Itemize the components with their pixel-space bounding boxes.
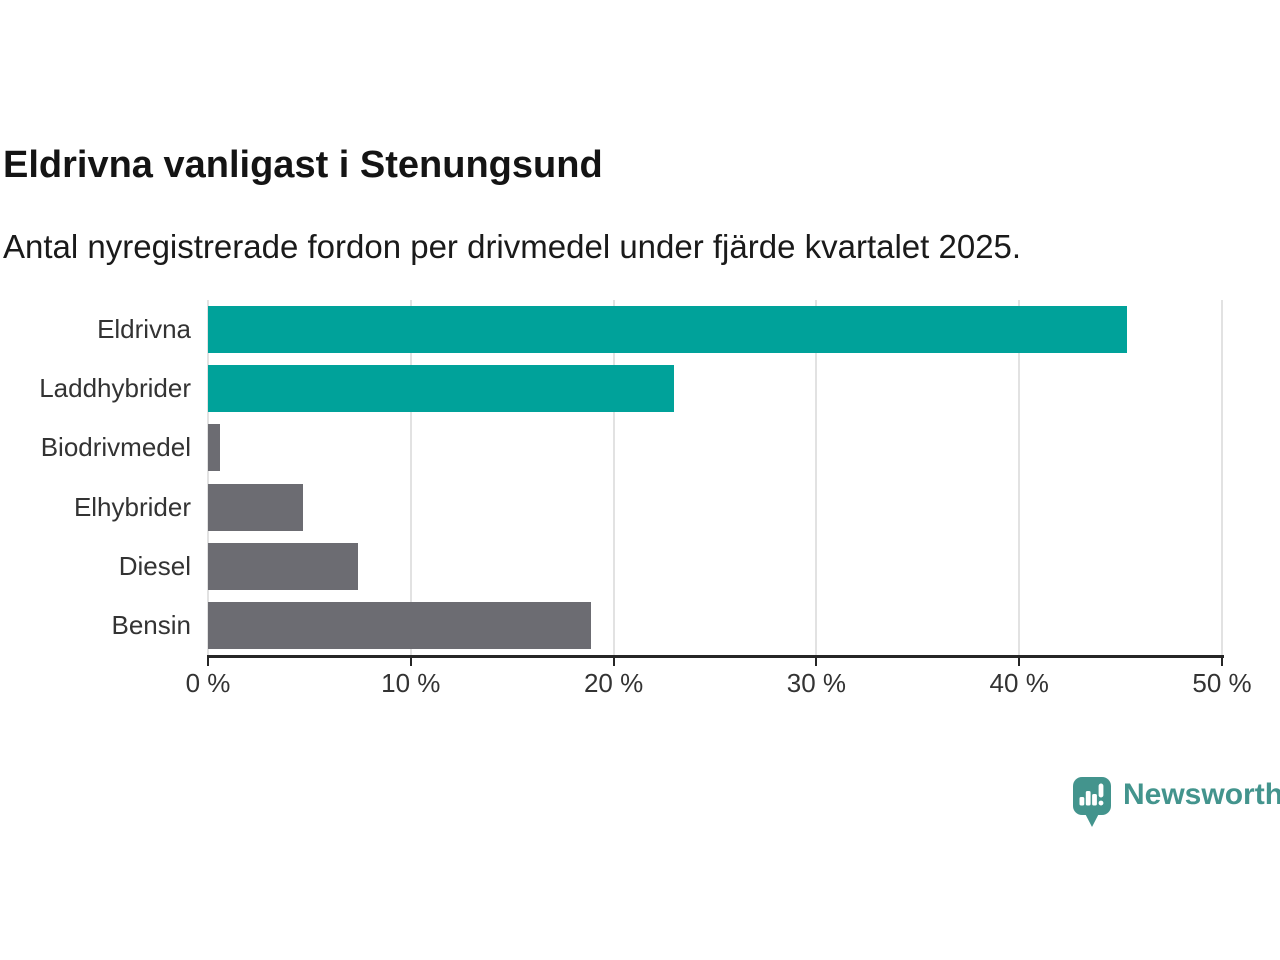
bar-track xyxy=(208,418,1222,477)
chart-gridlines xyxy=(207,300,1223,655)
tick-label-40: 40 % xyxy=(989,668,1049,698)
tick-label-30: 30 % xyxy=(786,668,847,698)
tick-20 xyxy=(612,658,615,666)
newsworthy-logo: Newsworthy xyxy=(1072,776,1280,830)
chart-row: Elhybrider xyxy=(0,478,1222,537)
gridline-0 xyxy=(207,300,209,655)
page-title: Eldrivna vanligast i Stenungsund xyxy=(3,144,603,186)
page-subtitle: Antal nyregistrerade fordon per drivmede… xyxy=(3,228,1022,265)
tick-label-0: 0 % xyxy=(185,668,231,698)
bar-diesel xyxy=(208,542,359,590)
gridline-30 xyxy=(815,300,818,655)
newsworthy-logo-icon xyxy=(1073,777,1111,827)
tick-50 xyxy=(1221,658,1223,666)
gridline-10 xyxy=(409,300,412,655)
tick-label-20: 20 % xyxy=(583,668,644,698)
tick-40 xyxy=(1018,658,1021,666)
tick-label-50: 50 % xyxy=(1192,668,1252,698)
category-label: Bensin xyxy=(111,609,192,640)
gridline-40 xyxy=(1018,300,1021,655)
bar-elhybrider xyxy=(208,483,304,531)
bar-biodrivmedel xyxy=(208,424,221,472)
bar-bensin xyxy=(208,601,592,649)
x-axis-ticks xyxy=(207,658,1223,667)
bar-track xyxy=(208,596,1222,655)
gridline-50 xyxy=(1221,300,1223,655)
category-label: Eldrivna xyxy=(97,314,191,345)
category-label: Biodrivmedel xyxy=(40,432,191,463)
tick-10 xyxy=(409,658,412,666)
tick-label-10: 10 % xyxy=(381,668,441,698)
bar-track xyxy=(208,300,1222,359)
gridline-20 xyxy=(612,300,615,655)
newsworthy-logo-text: Newsworthy xyxy=(1123,778,1280,811)
bar-track xyxy=(208,478,1222,537)
bar-eldrivna xyxy=(208,306,1127,354)
chart-row: Diesel xyxy=(0,537,1222,596)
chart-row: Biodrivmedel xyxy=(0,418,1222,477)
category-label: Laddhybrider xyxy=(39,373,191,404)
bar-laddhybrider xyxy=(208,365,675,413)
bar-track xyxy=(208,359,1222,418)
bar-track xyxy=(208,537,1222,596)
category-label: Elhybrider xyxy=(73,491,191,522)
x-axis-tick-labels: 0 % 10 % 20 % 30 % 40 % 50 % xyxy=(186,668,1252,702)
x-axis-line xyxy=(207,655,1224,658)
tick-0 xyxy=(207,658,209,666)
category-label: Diesel xyxy=(118,550,191,581)
chart-rows: Eldrivna Laddhybrider Biodrivmedel Elhybrid… xyxy=(0,300,1222,655)
tick-30 xyxy=(815,658,818,666)
chart-row: Bensin xyxy=(0,596,1222,655)
chart-row: Eldrivna xyxy=(0,300,1222,359)
chart-row: Laddhybrider xyxy=(0,359,1222,418)
bar-chart: Eldrivna Laddhybrider Biodrivmedel Elhybrid… xyxy=(0,300,1252,720)
